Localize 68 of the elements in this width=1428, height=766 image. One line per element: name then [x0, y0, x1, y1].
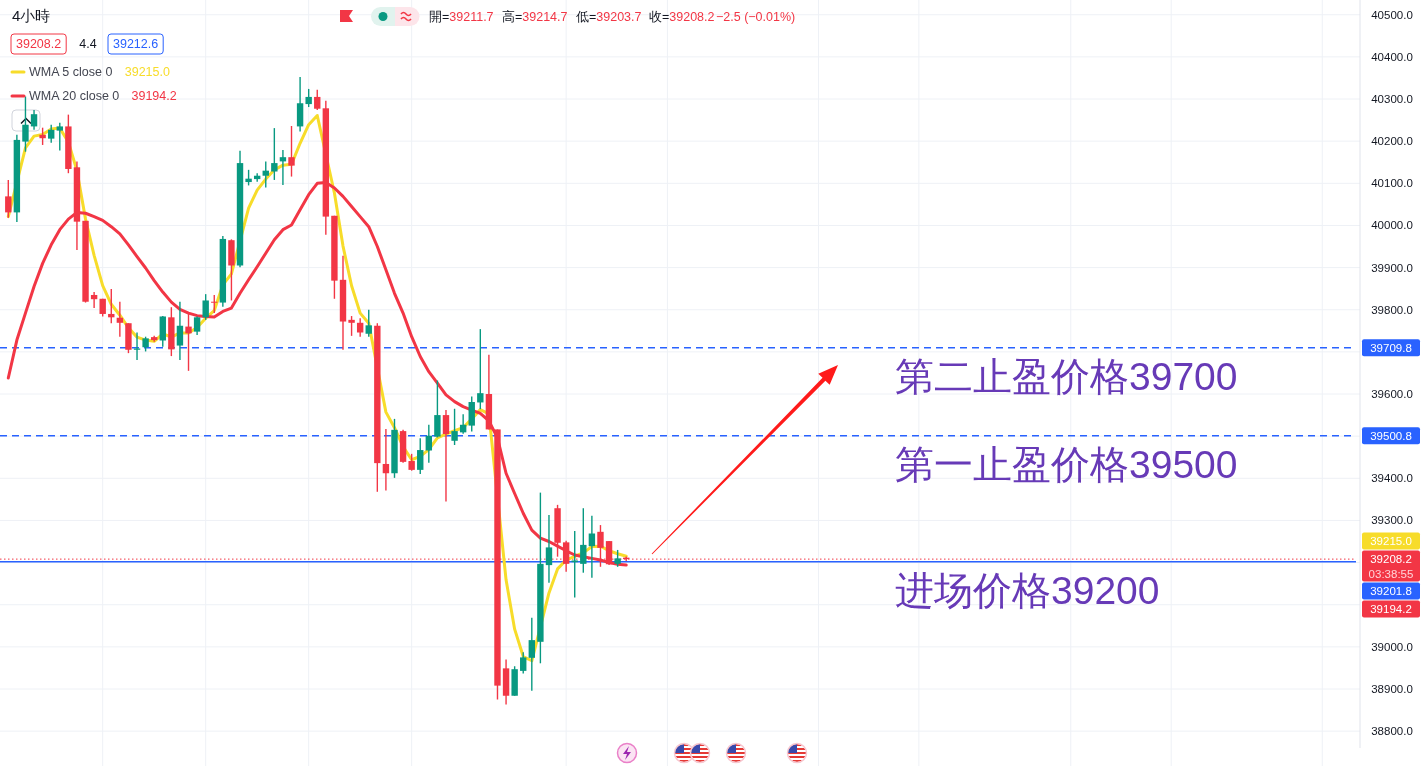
candlestick	[382, 428, 390, 492]
candlestick	[202, 293, 209, 321]
ref-line-label: 39500.8	[1370, 429, 1412, 442]
text: 39215.0	[1370, 535, 1412, 548]
candlestick	[176, 301, 184, 361]
annotation: 39208.2	[16, 37, 62, 51]
text: 4小時	[12, 7, 51, 24]
ref-line-label: 39201.8	[1370, 585, 1412, 598]
candlestick	[348, 315, 355, 337]
candlestick	[5, 179, 12, 219]
ref-line-label: 39709.8	[1370, 341, 1412, 354]
candlestick	[48, 124, 55, 144]
candlestick	[365, 309, 372, 338]
y-tick-label: 40500.0	[1371, 8, 1413, 21]
annotation: 39194.2	[131, 89, 177, 103]
annotation: 39215.0	[124, 65, 170, 79]
candlestick	[305, 88, 312, 108]
candlestick	[477, 328, 484, 410]
y-tick-label: 39400.0	[1371, 472, 1413, 485]
candlestick	[296, 76, 304, 133]
annotation: 第一止盈价格39500	[895, 443, 1238, 487]
candlestick	[571, 530, 578, 599]
candlestick	[262, 160, 269, 189]
y-tick-label: 40300.0	[1371, 93, 1413, 106]
annotation: 4.4	[79, 37, 97, 51]
y-tick-label: 38800.0	[1371, 725, 1413, 738]
candlestick	[271, 127, 278, 181]
y-tick-label: 40400.0	[1371, 50, 1413, 63]
candlestick	[580, 507, 587, 574]
candlestick	[314, 89, 321, 111]
candlestick	[545, 514, 553, 584]
candlestick	[434, 379, 441, 439]
annotation: −2.5 (−0.01%)	[716, 10, 796, 24]
text: 03:38:55	[1368, 567, 1414, 580]
y-tick-label: 39300.0	[1371, 514, 1413, 527]
candlestick	[528, 617, 536, 692]
candlestick	[520, 651, 527, 675]
y-tick-label: 39000.0	[1371, 640, 1413, 653]
annotation: 进场价格39200	[895, 569, 1160, 613]
y-tick-label: 40100.0	[1371, 177, 1413, 190]
candlestick	[56, 121, 63, 152]
ref-line-label: 39208.2	[1370, 553, 1412, 566]
candlestick	[288, 125, 295, 178]
y-tick-label: 40200.0	[1371, 135, 1413, 148]
annotation: 開=39211.7	[429, 10, 494, 24]
y-tick-label: 39800.0	[1371, 303, 1413, 316]
candlestick	[417, 437, 424, 475]
candlestick	[22, 95, 29, 153]
y-tick-label: 39600.0	[1371, 388, 1413, 401]
candlestick	[468, 395, 475, 433]
y-tick-label: 39900.0	[1371, 261, 1413, 274]
legend-label: WMA 5 close 0	[29, 65, 113, 79]
y-tick-label: 38900.0	[1371, 683, 1413, 695]
annotation: 高=39214.7	[502, 9, 568, 24]
annotation: 39212.6	[113, 37, 159, 51]
candlestick	[442, 409, 450, 503]
candlestick	[211, 294, 218, 314]
annotation: 第二止盈价格39700	[895, 355, 1238, 399]
text: 39194.2	[1370, 603, 1412, 616]
candlestick	[451, 408, 458, 446]
legend-label: WMA 20 close 0	[29, 89, 120, 103]
y-tick-label: 40000.0	[1371, 219, 1413, 232]
candlestick	[116, 301, 124, 338]
candlestick	[30, 109, 38, 131]
candlestick	[193, 315, 201, 336]
annotation: 收=39208.2	[649, 10, 715, 24]
annotation: 低=39203.7	[576, 10, 642, 24]
candlestick	[185, 311, 192, 372]
